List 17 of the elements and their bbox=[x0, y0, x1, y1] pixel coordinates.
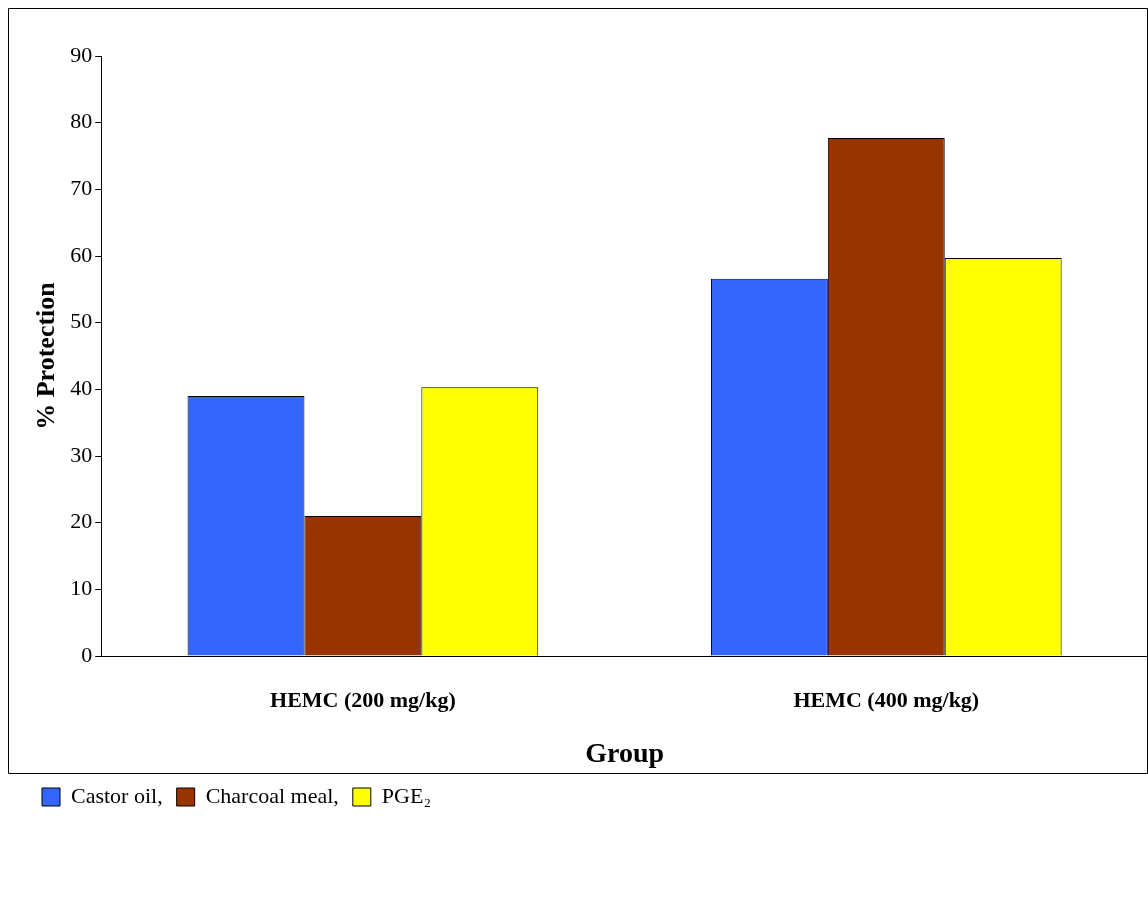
x-tick-label: HEMC (200 mg/kg) bbox=[270, 686, 456, 712]
legend-label: PGE₂ bbox=[381, 782, 432, 808]
y-tick-label: 10 bbox=[70, 575, 93, 601]
y-tick-label: 80 bbox=[70, 108, 93, 134]
legend-label: Castor oil, bbox=[71, 782, 163, 808]
x-axis-title: Group bbox=[585, 737, 665, 769]
y-tick-label: 20 bbox=[70, 508, 93, 534]
y-tick-label: 90 bbox=[70, 41, 93, 67]
y-tick-label: 40 bbox=[70, 375, 93, 401]
y-tick-label: 70 bbox=[70, 175, 93, 201]
x-tick-label: HEMC (400 mg/kg) bbox=[793, 686, 980, 712]
legend-label: Charcoal meal, bbox=[205, 782, 339, 808]
y-tick-label: 50 bbox=[70, 308, 93, 334]
y-tick-label: 0 bbox=[81, 641, 93, 667]
y-axis-title: % Protection bbox=[31, 281, 61, 430]
y-tick-label: 30 bbox=[70, 441, 93, 467]
y-tick-label: 60 bbox=[70, 241, 93, 267]
